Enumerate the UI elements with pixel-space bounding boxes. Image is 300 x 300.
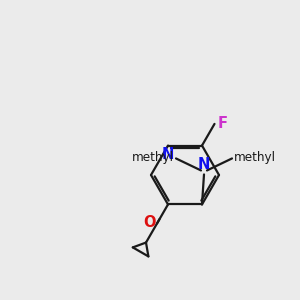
Text: N: N (162, 147, 174, 162)
Text: O: O (143, 215, 156, 230)
Text: methyl: methyl (234, 151, 276, 164)
Text: methyl: methyl (132, 151, 174, 164)
Text: F: F (218, 116, 227, 131)
Text: N: N (198, 158, 210, 172)
